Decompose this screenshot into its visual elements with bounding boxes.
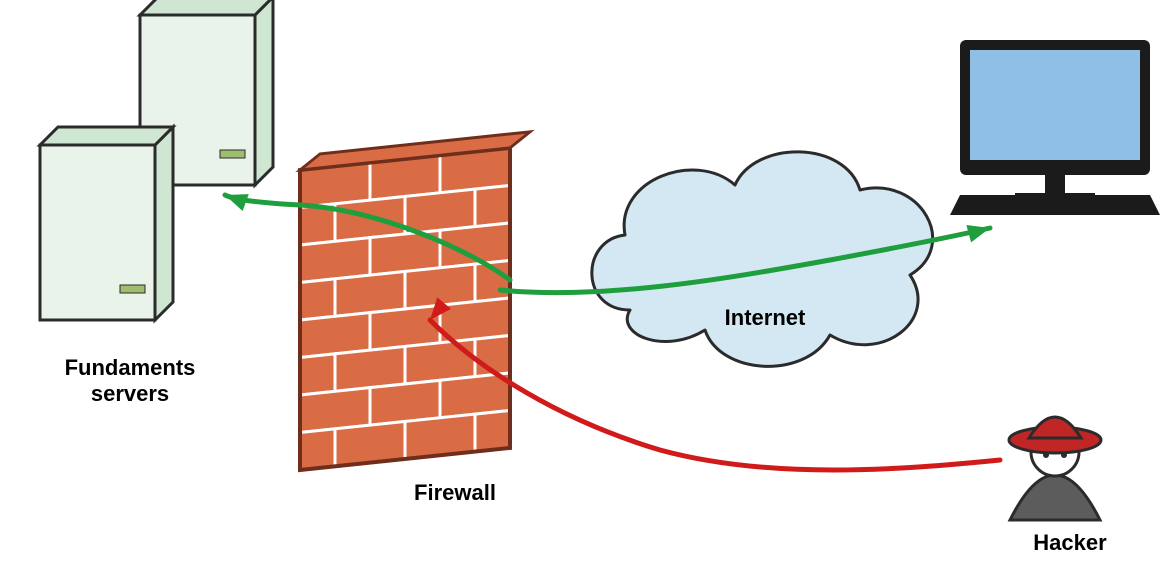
- servers-label: Fundamentsservers: [35, 355, 225, 408]
- hacker-icon: [1009, 417, 1101, 520]
- internet-label: Internet: [705, 305, 825, 331]
- cloud-icon: [592, 152, 933, 367]
- server-icon: [40, 127, 173, 320]
- hacker-label: Hacker: [1010, 530, 1130, 556]
- computer-icon: [950, 40, 1160, 215]
- firewall-label: Firewall: [395, 480, 515, 506]
- diagram: { "canvas":{"width":1173,"height":567,"b…: [0, 0, 1173, 567]
- diagram-svg: [0, 0, 1173, 567]
- firewall-icon: [300, 132, 530, 470]
